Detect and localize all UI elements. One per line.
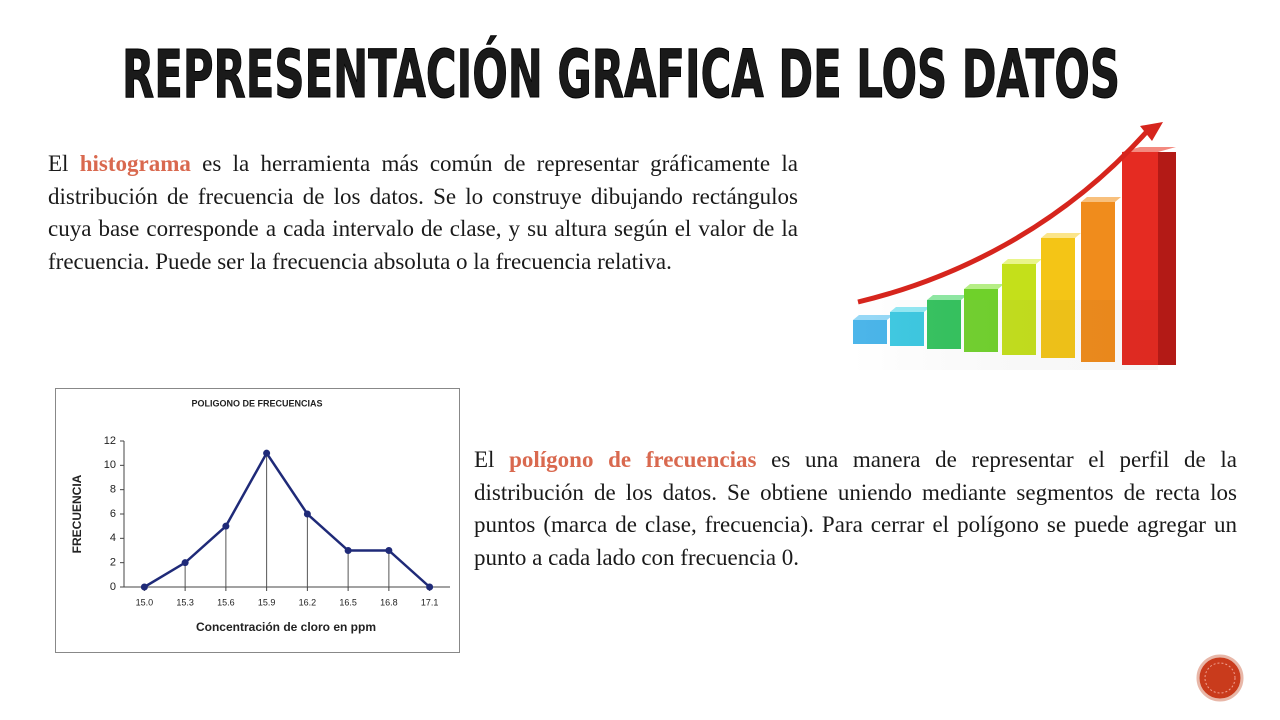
data-point	[140, 583, 148, 591]
text: El	[474, 447, 510, 472]
x-tick-label: 16.5	[339, 597, 357, 607]
histogram-paragraph: El histograma es la herramienta más comú…	[48, 148, 798, 278]
y-tick-label: 4	[110, 532, 116, 544]
y-tick-label: 0	[110, 581, 116, 593]
text: es la herramienta más común de represent…	[48, 151, 798, 274]
data-point	[385, 547, 393, 554]
text: El	[48, 151, 80, 176]
chart-frame	[55, 388, 460, 653]
data-point	[303, 510, 311, 518]
x-tick-label: 15.3	[176, 597, 194, 607]
y-tick-label: 10	[104, 459, 116, 471]
highlight: histograma	[79, 151, 191, 176]
data-point	[344, 547, 352, 554]
y-tick-label: 12	[104, 435, 116, 447]
decorative-bar-graphic	[853, 122, 1176, 370]
data-point	[426, 583, 434, 591]
x-tick-label: 16.2	[299, 597, 317, 607]
x-axis-label: Concentración de cloro en ppm	[196, 620, 376, 634]
x-tick-label: 17.1	[421, 597, 439, 607]
polygon-paragraph: El polígono de frecuencias es una manera…	[474, 444, 1237, 574]
slide-title: REPRESENTACIÓN GRAFICA DE LOS DATOS	[122, 36, 1120, 113]
data-point	[222, 522, 230, 530]
nav-button-ring	[1204, 662, 1236, 694]
data-point	[263, 449, 271, 457]
chart-title: POLIGONO DE FRECUENCIAS	[191, 398, 322, 408]
nav-button[interactable]	[1196, 654, 1244, 702]
y-tick-label: 6	[110, 508, 116, 520]
x-tick-label: 15.6	[217, 597, 235, 607]
highlight: polígono de frecuencias	[509, 447, 757, 472]
data-point	[181, 559, 189, 567]
x-tick-label: 15.9	[258, 597, 276, 607]
x-tick-label: 16.8	[380, 597, 398, 607]
y-axis-label: FRECUENCIA	[70, 474, 84, 553]
x-tick-label: 15.0	[136, 597, 154, 607]
y-tick-label: 2	[110, 557, 116, 569]
text: es una manera de representar el perfil d…	[474, 447, 1237, 570]
polygon-line	[143, 450, 431, 589]
y-tick-label: 8	[110, 484, 116, 496]
